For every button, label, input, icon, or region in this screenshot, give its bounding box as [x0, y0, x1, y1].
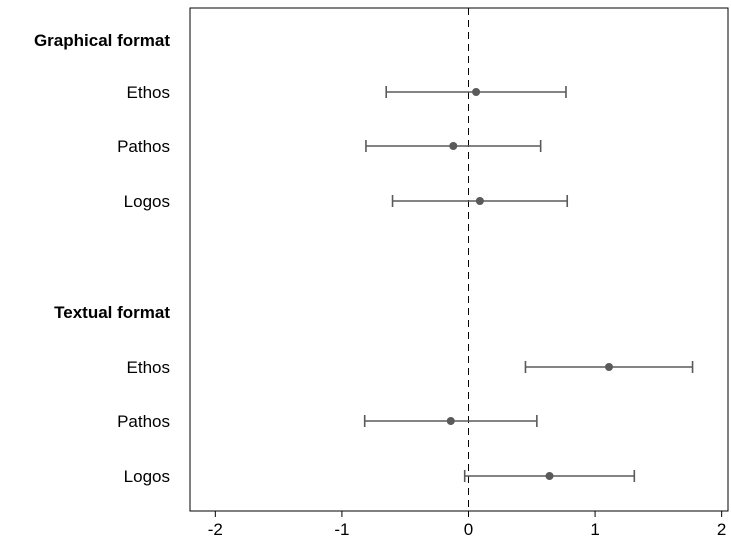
row-label: Logos [124, 467, 170, 486]
group-heading: Graphical format [34, 31, 170, 50]
row-label: Pathos [117, 412, 170, 431]
x-tick-label: -1 [334, 520, 349, 539]
x-tick-label: 1 [590, 520, 599, 539]
plot-frame [189, 7, 729, 512]
point-estimate [605, 363, 614, 371]
row-label: Ethos [127, 358, 170, 377]
x-tick-label: 2 [717, 520, 726, 539]
estimates-and-intervals [363, 86, 694, 482]
point-estimate [545, 472, 554, 480]
x-tick-label: 0 [464, 520, 473, 539]
row-label: Ethos [127, 83, 170, 102]
x-axis: -2 -1 0 1 2 [208, 511, 726, 539]
point-estimate [446, 417, 455, 425]
point-estimate [472, 88, 481, 96]
point-estimate [475, 197, 484, 205]
row-label: Pathos [117, 137, 170, 156]
row-label: Logos [124, 192, 170, 211]
x-tick-label: -2 [208, 520, 223, 539]
point-estimate [449, 142, 458, 150]
group-heading: Textual format [54, 303, 170, 322]
row-labels: Graphical format Ethos Pathos Logos Textual … [34, 31, 170, 486]
